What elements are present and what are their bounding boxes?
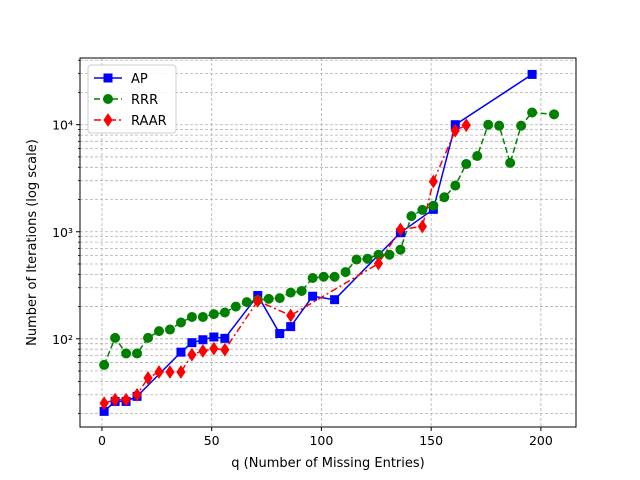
data-point-ap bbox=[286, 322, 296, 332]
data-point-raar bbox=[373, 256, 384, 271]
data-point-rrr bbox=[186, 311, 197, 322]
data-point-raar bbox=[395, 222, 406, 237]
data-point-rrr bbox=[516, 120, 527, 131]
y-axis-label: Number of Iterations (log scale) bbox=[25, 139, 40, 346]
data-point-rrr bbox=[230, 301, 241, 312]
legend-marker-raar bbox=[103, 113, 113, 127]
x-axis-label: q (Number of Missing Entries) bbox=[231, 456, 424, 471]
data-point-ap bbox=[527, 69, 537, 79]
data-point-rrr bbox=[439, 192, 450, 203]
legend-label-ap: AP bbox=[131, 72, 148, 87]
data-point-raar bbox=[428, 174, 438, 189]
data-point-rrr bbox=[307, 272, 318, 283]
data-point-ap bbox=[198, 335, 208, 345]
data-point-rrr bbox=[285, 287, 296, 298]
data-point-rrr bbox=[132, 348, 143, 359]
data-point-raar bbox=[165, 365, 175, 379]
legend-label-rrr: RRR bbox=[131, 93, 158, 108]
data-point-raar bbox=[220, 342, 230, 357]
data-point-rrr bbox=[461, 158, 472, 169]
data-point-raar bbox=[99, 396, 109, 411]
data-point-raar bbox=[176, 365, 186, 379]
data-point-rrr bbox=[362, 253, 373, 264]
data-point-rrr bbox=[329, 271, 340, 282]
data-point-rrr bbox=[318, 271, 329, 282]
x-tick-label: 150 bbox=[419, 433, 443, 448]
data-point-ap bbox=[308, 291, 318, 301]
data-point-rrr bbox=[154, 326, 165, 337]
data-point-rrr bbox=[110, 332, 121, 343]
data-point-ap bbox=[275, 329, 285, 339]
data-point-rrr bbox=[384, 249, 395, 260]
data-point-raar bbox=[110, 392, 120, 407]
data-point-rrr bbox=[197, 311, 208, 322]
x-axis-ticks: 0 50 100 150 200 bbox=[98, 427, 553, 448]
data-point-raar bbox=[253, 293, 263, 308]
data-point-rrr bbox=[417, 204, 428, 215]
data-point-raar bbox=[121, 392, 131, 407]
data-point-rrr bbox=[143, 332, 154, 343]
data-point-rrr bbox=[263, 293, 274, 304]
data-point-rrr bbox=[208, 309, 219, 320]
x-tick-label: 0 bbox=[98, 433, 106, 448]
data-point-rrr bbox=[472, 151, 483, 162]
data-point-rrr bbox=[274, 293, 285, 304]
data-point-ap bbox=[330, 295, 340, 305]
legend-marker-rrr bbox=[103, 94, 113, 104]
data-point-rrr bbox=[494, 120, 505, 131]
x-tick-label: 50 bbox=[204, 433, 220, 448]
data-point-raar bbox=[209, 341, 219, 356]
data-point-ap bbox=[187, 338, 197, 348]
data-point-rrr bbox=[175, 317, 186, 328]
data-point-rrr bbox=[340, 267, 351, 278]
data-point-rrr bbox=[428, 200, 439, 211]
x-tick-label: 200 bbox=[529, 433, 553, 448]
data-point-raar bbox=[143, 371, 153, 385]
data-point-ap bbox=[176, 347, 186, 357]
data-point-rrr bbox=[527, 107, 538, 118]
x-tick-label: 100 bbox=[309, 433, 333, 448]
data-point-rrr bbox=[483, 119, 494, 130]
y-axis-ticks: 10² 10³ 10⁴ bbox=[52, 59, 80, 415]
data-point-rrr bbox=[395, 244, 406, 255]
legend-label-raar: RAAR bbox=[131, 114, 167, 129]
data-point-rrr bbox=[241, 297, 252, 308]
data-point-raar bbox=[132, 387, 142, 402]
data-point-ap bbox=[220, 333, 230, 343]
legend: AP RRR RAAR bbox=[87, 64, 177, 134]
data-point-raar bbox=[450, 123, 460, 138]
data-point-raar bbox=[417, 219, 427, 234]
data-point-rrr bbox=[121, 348, 132, 359]
data-point-rrr bbox=[296, 285, 307, 296]
data-point-ap bbox=[209, 332, 219, 342]
data-point-rrr bbox=[351, 254, 362, 265]
data-point-rrr bbox=[164, 324, 175, 335]
data-point-rrr bbox=[505, 157, 516, 168]
data-point-rrr bbox=[99, 359, 110, 370]
data-point-rrr bbox=[219, 307, 230, 318]
data-point-rrr bbox=[450, 180, 461, 191]
legend-marker-ap bbox=[103, 73, 113, 83]
y-tick-label: 10³ bbox=[52, 225, 73, 240]
data-point-rrr bbox=[549, 109, 560, 120]
data-point-rrr bbox=[406, 211, 417, 222]
y-tick-label: 10⁴ bbox=[52, 118, 73, 133]
data-point-raar bbox=[461, 118, 471, 133]
y-tick-label: 10² bbox=[52, 332, 73, 347]
series-line-raar bbox=[103, 124, 467, 404]
data-point-raar bbox=[154, 365, 164, 379]
data-point-raar bbox=[198, 344, 208, 358]
series-markers bbox=[99, 69, 560, 416]
data-point-raar bbox=[286, 308, 296, 323]
data-point-raar bbox=[187, 347, 197, 362]
